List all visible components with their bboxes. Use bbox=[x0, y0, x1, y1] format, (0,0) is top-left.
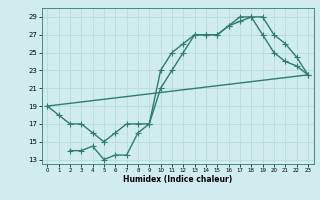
X-axis label: Humidex (Indice chaleur): Humidex (Indice chaleur) bbox=[123, 175, 232, 184]
